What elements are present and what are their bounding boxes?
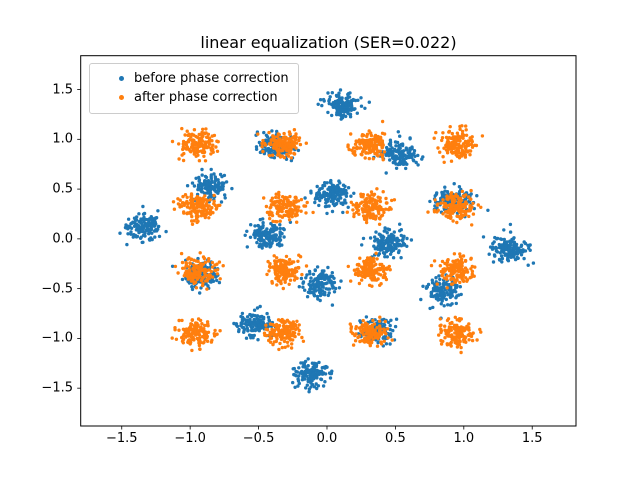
y-tick-label: −1.0 <box>41 330 73 346</box>
x-tick-label: 1.0 <box>453 431 475 446</box>
plot-title: linear equalization (SER=0.022) <box>200 33 457 52</box>
legend-label-after: after phase correction <box>134 90 278 105</box>
y-tick-label: 1.5 <box>52 82 73 98</box>
y-tick-label: −1.5 <box>41 380 73 396</box>
y-tick-label: −0.5 <box>41 281 73 297</box>
legend-item-before: before phase correction <box>90 69 298 88</box>
legend-item-after: after phase correction <box>90 88 298 107</box>
legend-marker-before-icon <box>119 76 124 81</box>
legend-label-before: before phase correction <box>134 71 289 86</box>
y-tick-label: 0.0 <box>52 231 73 247</box>
x-tick-label: −0.5 <box>242 431 275 446</box>
y-tick-label: 1.0 <box>52 131 73 147</box>
legend-marker-after-icon <box>119 95 124 100</box>
legend: before phase correction after phase corr… <box>89 63 299 114</box>
x-tick-label: 1.5 <box>521 431 543 446</box>
x-tick-label: −1.0 <box>174 431 206 446</box>
x-tick-label: 0.5 <box>385 431 406 446</box>
x-tick-label: −1.5 <box>105 431 138 446</box>
series-points-after <box>170 119 485 355</box>
y-tick-label: 0.5 <box>52 181 73 197</box>
series-points-before <box>118 88 536 394</box>
x-tick-label: 0.0 <box>316 431 338 446</box>
